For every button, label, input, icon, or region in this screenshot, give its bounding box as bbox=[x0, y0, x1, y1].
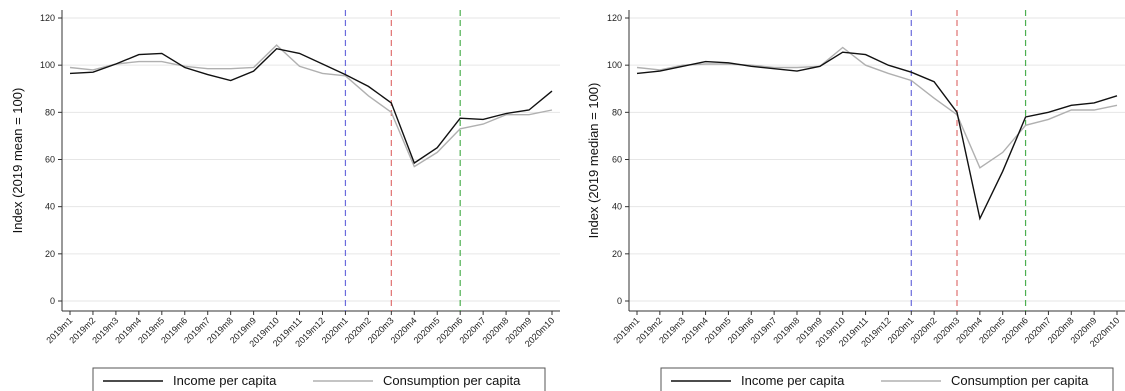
legend-entry: Consumption per capita bbox=[383, 373, 521, 388]
y-tick-label: 100 bbox=[607, 60, 622, 70]
y-tick-label: 60 bbox=[45, 155, 55, 165]
y-axis-label: Index (2019 median = 100) bbox=[586, 83, 601, 239]
y-tick-label: 80 bbox=[45, 107, 55, 117]
legend-entry: Consumption per capita bbox=[951, 373, 1089, 388]
series-line-income-per-capita bbox=[69, 47, 553, 165]
y-tick-label: 20 bbox=[612, 249, 622, 259]
y-tick-label: 100 bbox=[40, 60, 55, 70]
y-tick-label: 20 bbox=[45, 249, 55, 259]
y-tick-label: 120 bbox=[40, 13, 55, 23]
series-line-consumption-per-capita bbox=[69, 44, 553, 168]
y-tick-label: 60 bbox=[612, 155, 622, 165]
y-tick-label: 40 bbox=[612, 202, 622, 212]
series-line-income-per-capita bbox=[636, 51, 1118, 221]
y-tick-label: 40 bbox=[45, 202, 55, 212]
series-line-consumption-per-capita bbox=[636, 46, 1118, 169]
legend-entry: Income per capita bbox=[741, 373, 845, 388]
legend-entry: Income per capita bbox=[173, 373, 277, 388]
legend: Income per capita Consumption per capita bbox=[92, 367, 546, 391]
legend: Income per capita Consumption per capita bbox=[660, 367, 1114, 391]
y-tick-label: 0 bbox=[617, 296, 622, 306]
legend-box bbox=[660, 367, 1114, 391]
y-axis-label: Index (2019 mean = 100) bbox=[10, 88, 25, 234]
y-tick-label: 0 bbox=[50, 296, 55, 306]
legend-box bbox=[92, 367, 546, 391]
chart-2: 0 20 40 60 80 100 120 Index (2019 median = 100)… bbox=[586, 10, 1125, 391]
y-tick-label: 120 bbox=[607, 13, 622, 23]
y-tick-label: 80 bbox=[612, 107, 622, 117]
